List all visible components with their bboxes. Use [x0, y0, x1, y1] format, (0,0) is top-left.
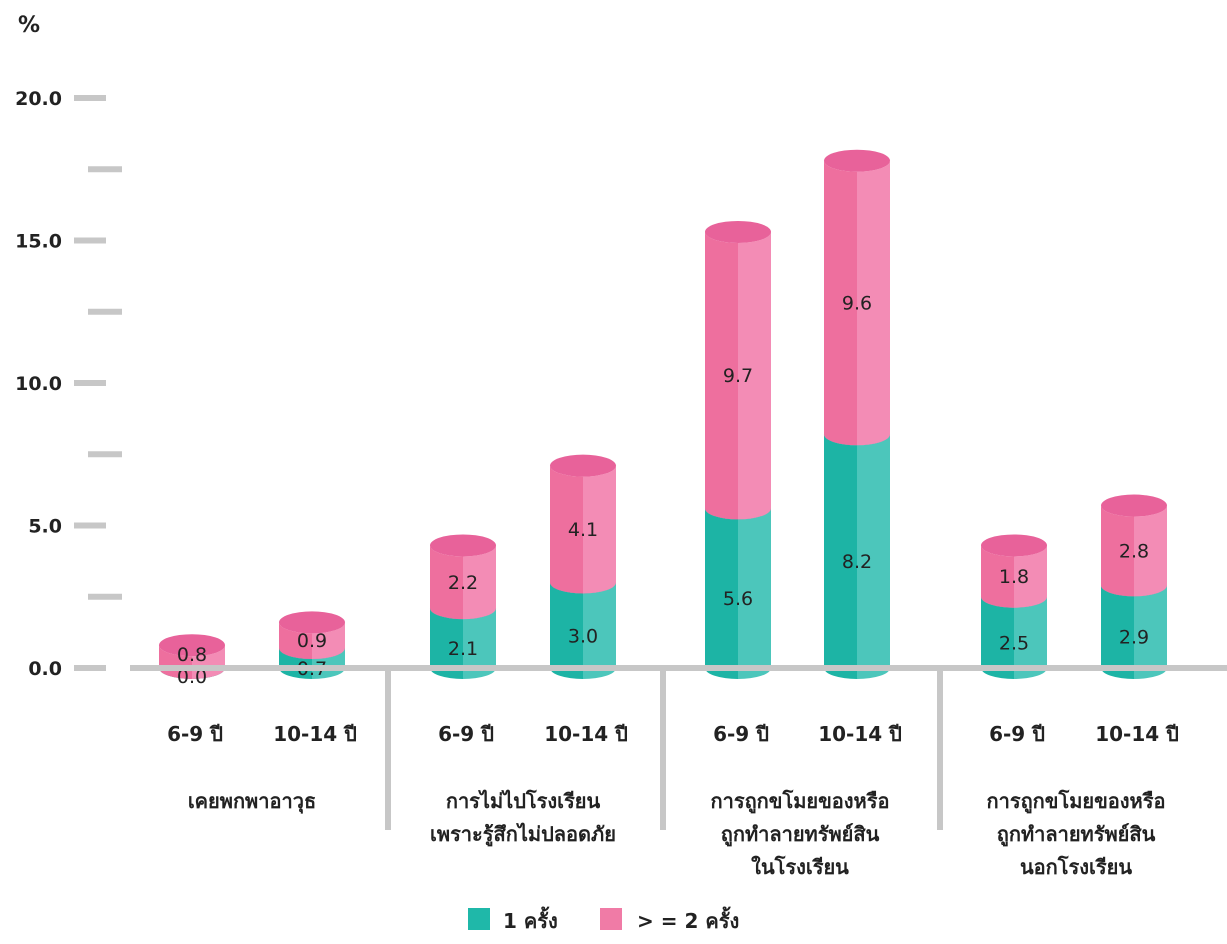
bar-two-plus-cap: [159, 634, 225, 657]
data-label-one-time: 8.2: [842, 551, 872, 573]
x-axis: 6-9 ปี 10-14 ปี 6-9 ปี 10-14 ปี 6-9 ปี 10-14 …: [130, 665, 1227, 830]
bar-two-plus-highlight: [1014, 545, 1047, 608]
group-label: การถูกขโมยของหรือ: [710, 789, 889, 815]
bar-two-plus: [705, 231, 738, 520]
bar-two-plus: [430, 545, 463, 620]
data-label-one-time: 3.0: [568, 625, 598, 647]
bar-two-plus-cap: [705, 220, 771, 243]
data-label-one-time: 2.5: [999, 632, 1029, 654]
data-label-two-plus: 4.1: [568, 519, 598, 541]
data-label-two-plus: 2.8: [1119, 540, 1149, 562]
legend-label-one-time: 1 ครั้ง: [503, 906, 558, 933]
bar-two-plus-highlight: [857, 160, 890, 446]
group-label: การไม่ไปโรงเรียน: [446, 789, 601, 813]
legend-label-two-plus: > = 2 ครั้ง: [637, 906, 739, 933]
legend: 1 ครั้ง > = 2 ครั้ง: [468, 906, 739, 933]
bar-one-time: [1101, 585, 1134, 679]
bars: 0.00.80.70.92.12.23.04.15.69.78.29.62.51…: [159, 149, 1167, 688]
bar-two-plus-cap: [981, 534, 1047, 557]
data-label-one-time: 2.9: [1119, 627, 1149, 649]
bar-one-time-highlight: [738, 508, 771, 679]
bar-one-time: [430, 608, 463, 679]
y-tick-label: 10.0: [15, 373, 62, 395]
data-label-two-plus: 9.6: [842, 293, 872, 315]
x-tick-label: 6-9 ปี: [713, 722, 769, 746]
bar-one-time-highlight: [1014, 596, 1047, 679]
x-tick-label: 6-9 ปี: [438, 722, 494, 746]
bar-one-time-highlight: [463, 608, 497, 679]
data-label-two-plus: 0.9: [297, 630, 327, 652]
x-tick-label: 10-14 ปี: [544, 722, 628, 746]
data-label-one-time: 0.0: [177, 666, 207, 688]
y-tick-label: 0.0: [28, 658, 62, 680]
bar-one-time: [550, 582, 583, 679]
bar-two-plus-cap: [550, 454, 616, 477]
group-label: เคยพกพาอาวุธ: [188, 789, 316, 814]
bar-one-time-highlight: [312, 648, 345, 679]
y-tick-label: 5.0: [28, 516, 62, 538]
x-tick-label: 10-14 ปี: [273, 722, 357, 746]
data-label-two-plus: 1.8: [999, 566, 1029, 588]
bar-two-plus-highlight: [1134, 505, 1167, 597]
bar-one-time: [279, 648, 312, 679]
y-tick-label: 15.0: [15, 231, 62, 253]
x-tick-label: 10-14 ปี: [818, 722, 902, 746]
x-tick-label: 10-14 ปี: [1095, 722, 1179, 746]
bar-two-plus-cap: [430, 534, 496, 557]
bar-one-time-highlight: [1134, 585, 1167, 679]
legend-swatch-one-time: [468, 908, 490, 930]
group-label: การถูกขโมยของหรือ: [986, 789, 1165, 815]
bar-two-plus: [279, 622, 312, 660]
data-label-two-plus: 9.7: [723, 365, 753, 387]
bar-two-plus-highlight: [583, 465, 616, 594]
bar-two-plus-cap: [824, 149, 890, 172]
bar-two-plus-highlight: [463, 545, 497, 620]
bar-two-plus: [824, 160, 857, 446]
group-labels: เคยพกพาอาวุธ การไม่ไปโรงเรียนเพราะรู้สึกไ…: [188, 789, 1166, 879]
bar-one-time: [705, 508, 738, 679]
bar-one-time-highlight: [583, 582, 616, 679]
group-label: ถูกทำลายทรัพย์สิน: [721, 822, 880, 848]
bar-two-plus: [550, 465, 583, 594]
group-label: ในโรงเรียน: [751, 855, 849, 879]
x-tick-label: 6-9 ปี: [167, 722, 223, 746]
bar-one-time: [981, 596, 1014, 679]
legend-swatch-two-plus: [600, 908, 622, 930]
data-label-two-plus: 0.8: [177, 644, 207, 666]
group-label: นอกโรงเรียน: [1020, 855, 1132, 879]
x-tick-label: 6-9 ปี: [989, 722, 1045, 746]
bar-two-plus-cap: [1101, 494, 1167, 517]
bar-two-plus-highlight: [312, 622, 345, 660]
y-axis-label: %: [18, 13, 40, 38]
group-label: ถูกทำลายทรัพย์สิน: [997, 822, 1156, 848]
bar-two-plus: [1101, 505, 1134, 597]
data-label-one-time: 2.1: [448, 638, 478, 660]
group-label: เพราะรู้สึกไม่ปลอดภัย: [430, 822, 616, 848]
data-label-two-plus: 2.2: [448, 572, 478, 594]
data-label-one-time: 5.6: [723, 588, 753, 610]
y-tick-label: 20.0: [15, 88, 62, 110]
bar-two-plus-cap: [279, 611, 345, 634]
bar-two-plus-highlight: [738, 231, 771, 520]
bar-one-time-highlight: [857, 434, 890, 679]
bar-one-time: [824, 434, 857, 679]
bar-two-plus: [981, 545, 1014, 608]
y-axis: 0.0 5.0 10.0 15.0 20.0: [15, 88, 122, 680]
